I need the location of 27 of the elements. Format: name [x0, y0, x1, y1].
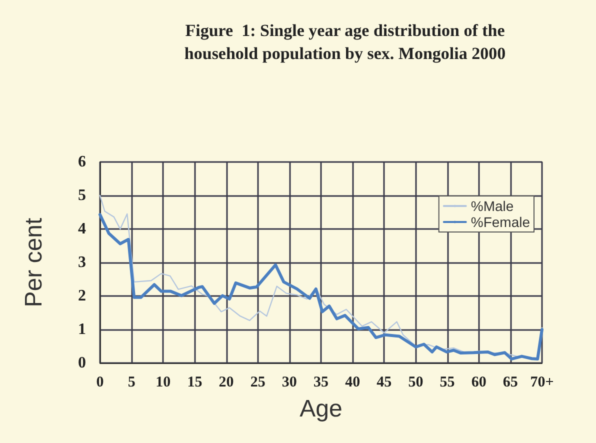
y-tick-label: 5: [78, 187, 86, 204]
y-tick-label: 3: [78, 254, 86, 271]
x-tick-label: 0: [96, 374, 104, 390]
x-tick-label: 60: [471, 374, 486, 390]
x-tick-label: 15: [187, 374, 202, 390]
y-tick-label: 4: [78, 220, 86, 238]
y-tick-label: 0: [78, 354, 86, 372]
legend-label: %Male: [470, 198, 514, 214]
x-tick-label: 10: [156, 374, 171, 390]
y-axis-title: Per cent: [20, 217, 48, 308]
x-tick-label: 25: [250, 374, 266, 390]
x-tick-label: 5: [128, 374, 136, 390]
y-tick-label: 1: [78, 321, 86, 338]
x-tick-label: 45: [376, 374, 392, 390]
x-tick-label: 20: [218, 374, 234, 390]
y-tick-label: 2: [78, 288, 86, 304]
x-tick-label: 30: [282, 374, 297, 390]
x-tick-label: 55: [440, 374, 455, 390]
x-tick-label: 65: [502, 374, 518, 390]
y-tick-label: 6: [78, 154, 86, 170]
x-tick-label: 70+: [530, 374, 554, 390]
x-tick-label: 35: [314, 374, 328, 390]
x-tick-label: 50: [408, 374, 424, 390]
chart-title: Figure 1: Single year age distribution of the household population by sex. Mongolia 2000: [184, 21, 506, 63]
legend-label: %Female: [470, 214, 530, 230]
x-tick-label: 40: [345, 374, 360, 390]
x-axis-title: Age: [300, 396, 342, 422]
